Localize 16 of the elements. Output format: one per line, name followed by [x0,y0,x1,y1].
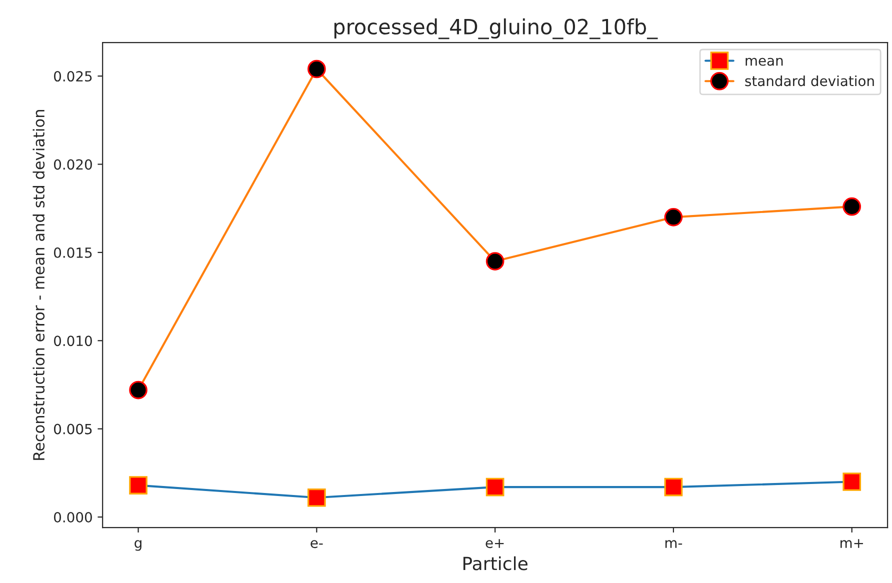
y-tick-label: 0.025 [54,71,92,82]
y-tick-label: 0.010 [54,336,92,346]
x-tick-label: e- [310,540,323,548]
x-tick-label: m+ [840,539,863,548]
legend-label: mean [746,58,783,66]
y-tick-label: 0.000 [54,512,92,523]
x-tick-label: g [134,540,142,551]
y-tick-label: 0.005 [54,424,92,434]
chart-title: processed_4D_gluino_02_10fb_ [334,18,658,40]
legend-label: standard deviation [745,75,874,86]
x-axis-title: Particle [463,556,528,570]
x-tick-label: m- [665,540,682,548]
x-tick-label: e+ [486,539,504,548]
y-tick-label: 0.015 [54,247,92,258]
y-tick-label: 0.020 [54,159,92,170]
y-axis-title: Reconstruction error - mean and std deviation [32,110,45,460]
